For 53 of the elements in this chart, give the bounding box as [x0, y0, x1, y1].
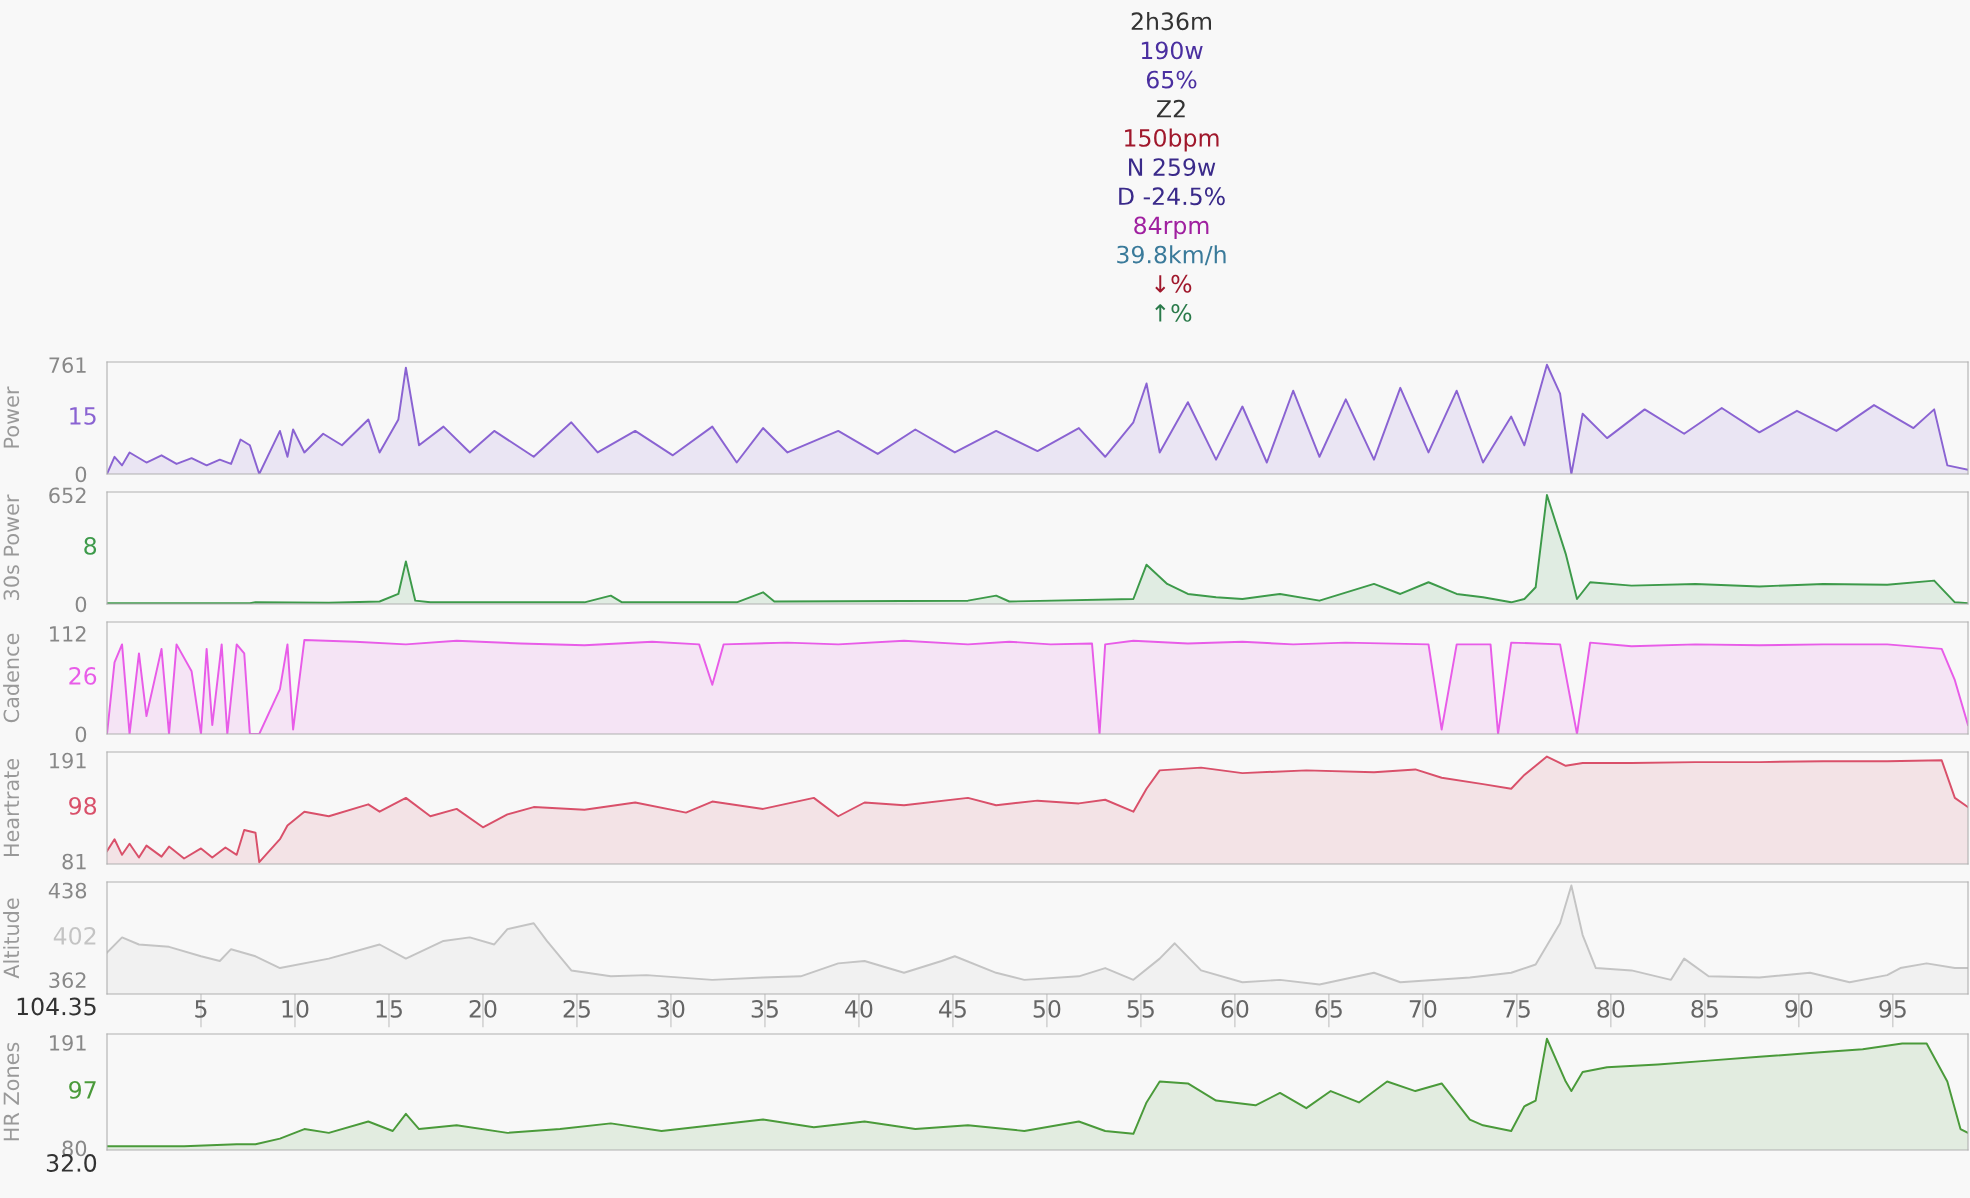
y-tick-label: 761 — [49, 357, 86, 373]
y-tick-label: 438 — [48, 882, 87, 899]
text: 84rpm — [1134, 216, 1209, 239]
text: Z2 — [1156, 99, 1185, 118]
x-tick-label: 80 — [1597, 999, 1625, 1018]
y-tick-label: 0 — [75, 466, 87, 483]
text: 65% — [1146, 70, 1197, 89]
text: 104.35 — [17, 997, 96, 1016]
x-tick-label: 45 — [939, 1000, 966, 1018]
text: D -24.5% — [1119, 187, 1225, 206]
x-tick-label: 20 — [469, 999, 497, 1018]
x-tick-label: 50 — [1033, 999, 1061, 1018]
y-axis-title: Altitude — [3, 898, 20, 979]
x-tick-label: 65 — [1315, 999, 1342, 1018]
x-tick-label: 85 — [1691, 999, 1718, 1018]
x-tick-label: 10 — [282, 999, 309, 1018]
y-tick-label: 362 — [49, 972, 86, 989]
text: ↓% — [1155, 274, 1192, 293]
text: 26 — [69, 666, 97, 685]
x-tick-label: 60 — [1221, 999, 1249, 1018]
y-axis-title: Power — [3, 386, 20, 448]
y-axis-title: Heartrate — [3, 758, 20, 857]
text: 97 — [69, 1080, 96, 1099]
text: 2h36m — [1131, 11, 1211, 31]
y-tick-label: 81 — [62, 853, 86, 870]
text: 15 — [70, 407, 96, 425]
y-tick-label: 191 — [50, 752, 86, 769]
text: 190w — [1141, 41, 1203, 60]
y-tick-label: 0 — [75, 596, 87, 613]
y-tick-label: 112 — [50, 626, 86, 642]
y-tick-label: 0 — [75, 726, 87, 743]
text: 8 — [84, 536, 97, 555]
x-tick-label: 70 — [1409, 999, 1437, 1018]
text: N 259w — [1129, 158, 1216, 177]
y-axis-title: HR Zones — [3, 1042, 20, 1141]
text: 39.8km/h — [1117, 245, 1226, 266]
x-tick-label: 75 — [1503, 1000, 1530, 1018]
y-tick-label: 191 — [50, 1035, 86, 1051]
y-axis-title: Cadence — [3, 633, 20, 723]
x-tick-label: 95 — [1879, 999, 1906, 1018]
y-axis-title: 30s Power — [3, 494, 20, 600]
x-tick-label: 25 — [563, 999, 590, 1018]
x-tick-label: 5 — [195, 1000, 207, 1018]
x-tick-label: 90 — [1785, 999, 1813, 1018]
x-tick-label: 15 — [376, 1000, 402, 1018]
x-tick-label: 55 — [1127, 1000, 1154, 1018]
text: 98 — [69, 796, 97, 815]
x-tick-label: 40 — [845, 999, 873, 1018]
text: ↑% — [1155, 303, 1192, 322]
x-tick-label: 30 — [657, 999, 685, 1018]
text: 150bpm — [1125, 128, 1219, 152]
y-tick-label: 652 — [49, 487, 86, 504]
x-tick-label: 35 — [751, 999, 778, 1018]
